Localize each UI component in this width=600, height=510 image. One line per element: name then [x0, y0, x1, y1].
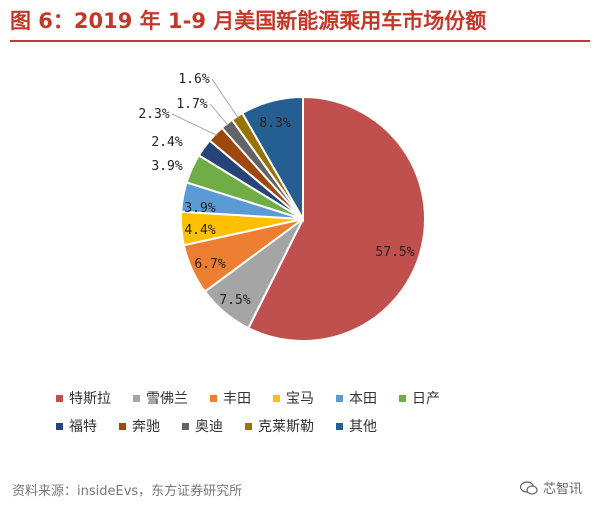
legend-item: 福特: [56, 416, 97, 436]
pie-chart: 57.5% 7.5% 6.7% 4.4% 3.9% 3.9% 2.4% 2.3% 1.7% 1.6…: [138, 72, 426, 342]
legend-item: 克莱斯勒: [245, 416, 314, 436]
pie-slice: [240, 95, 304, 223]
legend-label: 宝马: [286, 391, 314, 407]
legend-label: 奔驰: [132, 419, 160, 435]
leader-line: [209, 103, 229, 126]
legend-item: 奔驰: [119, 416, 160, 436]
legend-swatch: [336, 394, 343, 402]
legend-item: 本田: [336, 388, 377, 408]
legend-swatch: [56, 394, 63, 402]
legend-label: 其他: [349, 419, 377, 435]
watermark: 芯智讯: [519, 478, 582, 497]
slice-data-label: 4.4%: [184, 223, 215, 238]
wechat-icon: [519, 480, 538, 495]
legend-item: 丰田: [210, 388, 251, 408]
legend-swatch: [245, 422, 252, 430]
legend-item: 宝马: [273, 388, 314, 408]
legend-swatch: [210, 394, 217, 402]
slice-data-label: 57.5%: [375, 245, 414, 260]
legend-swatch: [399, 394, 406, 402]
legend-swatch: [273, 394, 280, 402]
source-note: 资料来源：insideEvs，东方证券研究所: [12, 484, 243, 499]
legend-label: 日产: [412, 391, 440, 407]
slice-data-label: 2.4%: [151, 135, 182, 150]
legend-label: 福特: [69, 419, 97, 435]
slice-data-label: 7.5%: [219, 293, 250, 308]
legend-swatch: [119, 422, 126, 430]
leader-line: [171, 113, 218, 136]
chart-legend: 特斯拉 雪佛兰 丰田 宝马 本田 日产福特 奔驰 奥迪 克莱斯勒 其他: [56, 384, 556, 440]
legend-item: 日产: [399, 388, 440, 408]
slice-data-label: 1.7%: [176, 97, 207, 112]
legend-item: 特斯拉: [56, 388, 111, 408]
leader-line: [211, 78, 239, 119]
legend-label: 特斯拉: [69, 391, 111, 407]
slice-data-label: 6.7%: [194, 257, 225, 272]
legend-row: 特斯拉 雪佛兰 丰田 宝马 本田 日产: [56, 384, 556, 412]
legend-item: 雪佛兰: [133, 388, 188, 408]
legend-label: 奥迪: [195, 419, 223, 435]
legend-swatch: [133, 394, 140, 402]
legend-label: 克莱斯勒: [258, 419, 314, 435]
legend-row: 福特 奔驰 奥迪 克莱斯勒 其他: [56, 412, 556, 440]
slice-data-label: 8.3%: [259, 116, 290, 131]
slice-data-label: 2.3%: [138, 107, 169, 122]
watermark-text: 芯智讯: [542, 482, 582, 497]
slice-data-label: 3.9%: [151, 159, 182, 174]
pie-slice: [247, 95, 426, 342]
legend-swatch: [182, 422, 189, 430]
legend-swatch: [336, 422, 343, 430]
legend-label: 雪佛兰: [146, 391, 188, 407]
chart-title: 图 6：2019 年 1-9 月美国新能源乘用车市场份额: [10, 9, 487, 33]
legend-label: 丰田: [223, 391, 251, 407]
slice-data-label: 1.6%: [178, 72, 209, 87]
legend-item: 其他: [336, 416, 377, 436]
legend-swatch: [56, 422, 63, 430]
legend-label: 本田: [349, 391, 377, 407]
title-divider: [10, 40, 590, 42]
legend-item: 奥迪: [182, 416, 223, 436]
slice-data-label: 3.9%: [184, 201, 215, 216]
